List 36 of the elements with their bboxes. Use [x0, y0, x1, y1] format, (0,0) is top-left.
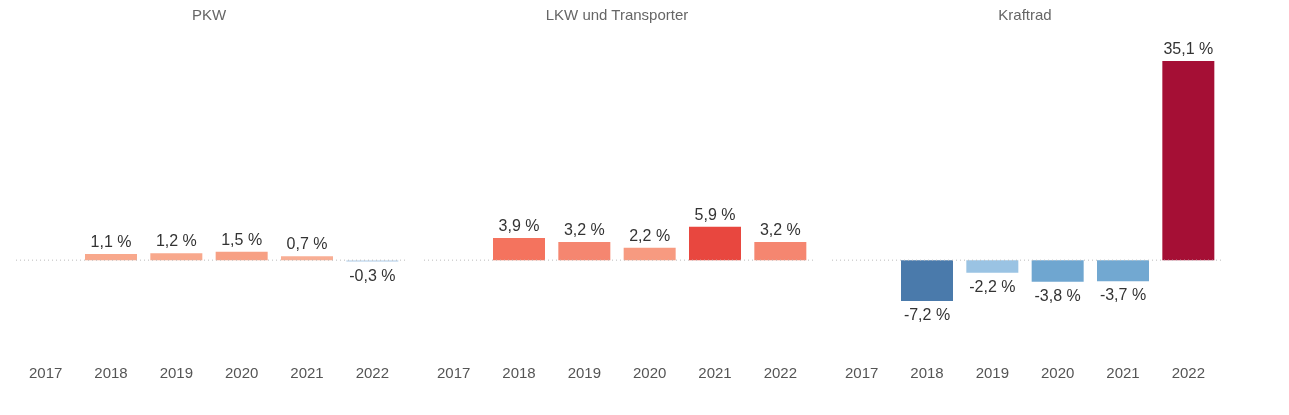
- x-tick-label: 2018: [94, 363, 128, 381]
- data-label: -0,3 %: [349, 266, 396, 284]
- x-tick-label: 2019: [159, 363, 194, 381]
- x-tick-label: 2017: [436, 363, 471, 381]
- data-label: 3,2 %: [759, 220, 801, 238]
- x-tick-label: 2019: [567, 363, 602, 381]
- chart-title: PKW: [191, 6, 227, 23]
- x-tick-label: 2021: [1106, 363, 1140, 381]
- data-label: 1,1 %: [90, 232, 132, 250]
- x-tick-label: 2018: [910, 363, 944, 381]
- x-tick-label: 2018: [502, 363, 536, 381]
- x-tick-label: 2022: [763, 363, 798, 381]
- x-tick-label: 2017: [844, 363, 879, 381]
- chart-title: LKW und Transporter: [545, 6, 689, 23]
- x-tick-label: 2020: [1040, 363, 1075, 381]
- data-label: 2,2 %: [629, 226, 671, 244]
- data-label: 5,9 %: [694, 205, 736, 223]
- x-tick-label: 2017: [28, 363, 63, 381]
- data-label: 1,5 %: [221, 230, 263, 248]
- x-tick-label: 2019: [975, 363, 1010, 381]
- data-label: 35,1 %: [1163, 40, 1214, 57]
- chart-title: Kraftrad: [998, 6, 1052, 23]
- data-label: -3,7 %: [1099, 286, 1147, 304]
- x-tick-label: 2020: [224, 363, 259, 381]
- data-label: -3,8 %: [1034, 286, 1081, 304]
- data-label: 3,9 %: [498, 217, 540, 235]
- data-label: 0,7 %: [286, 235, 328, 253]
- data-label: 1,2 %: [155, 232, 197, 250]
- x-tick-label: 2020: [632, 363, 667, 381]
- x-tick-label: 2022: [355, 363, 390, 381]
- x-tick-label: 2021: [290, 363, 324, 381]
- data-label: -2,2 %: [969, 277, 1016, 295]
- x-tick-label: 2021: [698, 363, 732, 381]
- data-label: -7,2 %: [903, 306, 951, 323]
- x-tick-label: 2022: [1171, 363, 1206, 381]
- data-label: 3,2 %: [563, 220, 605, 238]
